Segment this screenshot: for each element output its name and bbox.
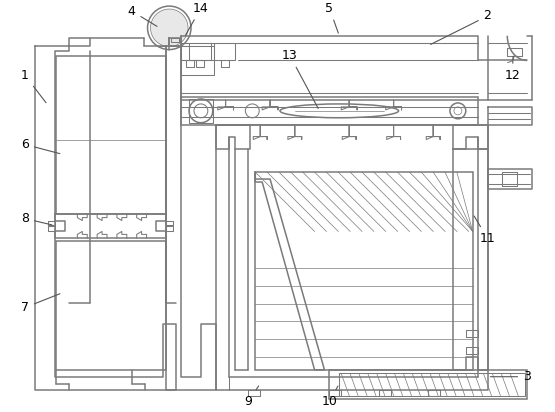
Bar	[56, 241, 166, 370]
Text: 6: 6	[21, 138, 60, 154]
Bar	[255, 172, 473, 370]
Bar	[329, 370, 527, 400]
Circle shape	[150, 9, 188, 47]
Text: 10: 10	[321, 386, 338, 408]
Text: 7: 7	[21, 294, 60, 314]
Text: 14: 14	[185, 2, 209, 35]
Bar	[339, 373, 525, 396]
Bar	[189, 99, 213, 123]
Text: 1: 1	[21, 69, 46, 103]
Bar	[56, 56, 166, 214]
Text: 8: 8	[21, 212, 52, 225]
Text: 2: 2	[431, 9, 492, 44]
Bar	[181, 97, 478, 125]
Text: 4: 4	[128, 5, 157, 26]
Text: 5: 5	[325, 2, 339, 33]
Text: 12: 12	[504, 56, 520, 82]
Text: 3: 3	[490, 370, 531, 383]
Text: 13: 13	[282, 49, 318, 108]
Text: 11: 11	[474, 216, 496, 245]
Text: 9: 9	[244, 386, 259, 408]
